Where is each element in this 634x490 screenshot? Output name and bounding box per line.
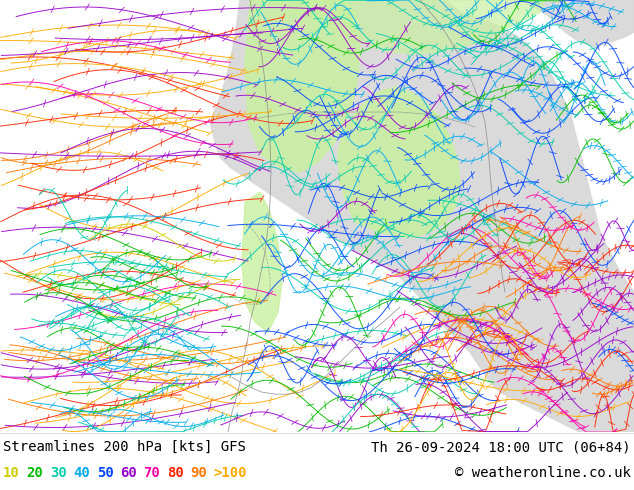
Polygon shape xyxy=(338,87,460,237)
Text: 10: 10 xyxy=(3,466,20,480)
Text: © weatheronline.co.uk: © weatheronline.co.uk xyxy=(455,466,631,480)
Text: 30: 30 xyxy=(50,466,67,480)
Polygon shape xyxy=(210,0,634,432)
Polygon shape xyxy=(245,0,360,172)
Text: >100: >100 xyxy=(214,466,247,480)
Text: 70: 70 xyxy=(143,466,160,480)
Text: 60: 60 xyxy=(120,466,137,480)
Polygon shape xyxy=(242,192,282,332)
Text: 90: 90 xyxy=(190,466,207,480)
Text: Th 26-09-2024 18:00 UTC (06+84): Th 26-09-2024 18:00 UTC (06+84) xyxy=(372,440,631,454)
Text: 50: 50 xyxy=(96,466,113,480)
Polygon shape xyxy=(530,0,634,47)
Text: 80: 80 xyxy=(167,466,184,480)
Polygon shape xyxy=(258,0,545,54)
Text: 20: 20 xyxy=(27,466,43,480)
Text: 40: 40 xyxy=(73,466,90,480)
Text: Streamlines 200 hPa [kts] GFS: Streamlines 200 hPa [kts] GFS xyxy=(3,440,246,454)
